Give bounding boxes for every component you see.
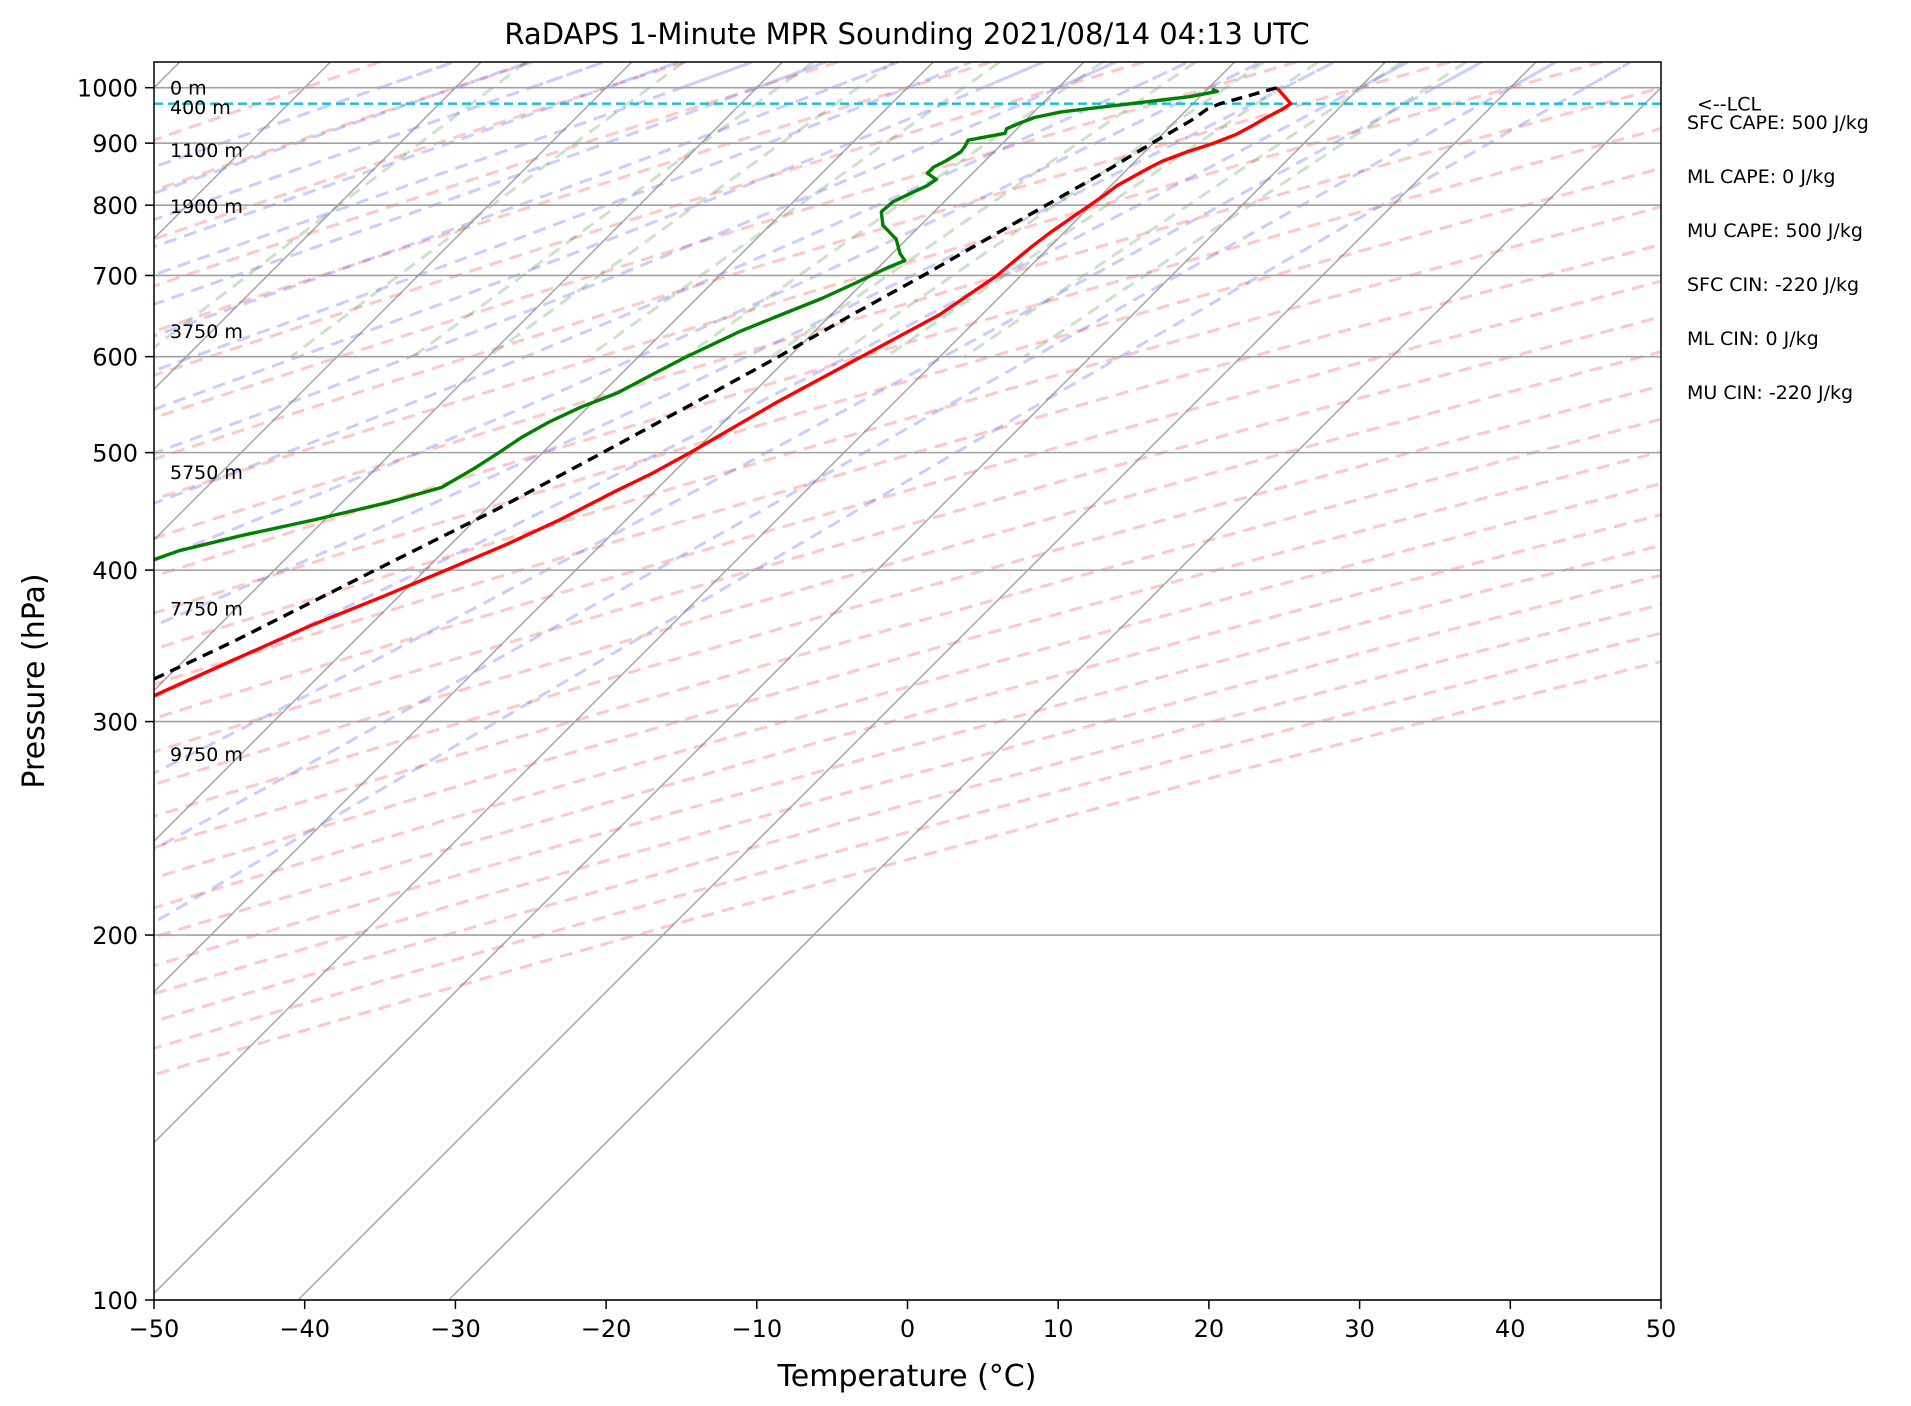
moist-adiabat-line [154, 62, 1632, 925]
stat-line: SFC CIN: -220 J/kg [1687, 274, 1859, 296]
dry-adiabat-line [154, 86, 1661, 540]
height-label: 1900 m [170, 196, 243, 218]
x-tick-label: 30 [1344, 1315, 1375, 1343]
temperature-line [154, 86, 1293, 698]
isotherm-line [154, 62, 784, 692]
stat-line: ML CIN: 0 J/kg [1687, 328, 1819, 350]
height-label: 9750 m [170, 744, 243, 766]
lcl-label: <--LCL [1697, 94, 1761, 116]
y-tick-label: 800 [92, 192, 138, 220]
dry-adiabat-line [154, 62, 533, 193]
mixing-ratio-line [587, 62, 1001, 358]
dry-adiabat-line [154, 62, 1145, 377]
x-tick-label: 0 [900, 1315, 915, 1343]
isotherm-line [154, 62, 482, 391]
dry-adiabat-line [154, 126, 1661, 578]
x-tick-label: 20 [1194, 1315, 1225, 1343]
moist-adiabat-line [154, 62, 1557, 851]
isotherm-line [154, 62, 1085, 993]
x-tick-label: −50 [129, 1315, 180, 1343]
height-label: 5750 m [170, 462, 243, 484]
dry-adiabat-line [154, 62, 1298, 420]
isotherm-line [154, 62, 1236, 1144]
y-tick-label: 700 [92, 262, 138, 290]
y-tick-label: 200 [92, 922, 138, 950]
moist-adiabat-line [154, 62, 753, 277]
y-tick-label: 500 [92, 440, 138, 468]
x-tick-label: 50 [1646, 1315, 1677, 1343]
dry-adiabat-line [154, 62, 1603, 501]
y-axis-ticks: 100 200 300 400 500 600 700 800 900 1000 [77, 75, 154, 1315]
height-label: 400 m [170, 97, 231, 119]
dewpoint-line [154, 87, 1219, 562]
dry-adiabat-line [154, 450, 1661, 880]
background-lines [154, 62, 1661, 1300]
x-axis-label: Temperature (°C) [777, 1359, 1037, 1394]
x-tick-label: 10 [1043, 1315, 1074, 1343]
series-group [154, 86, 1293, 698]
moist-adiabat-line [154, 62, 1189, 505]
isotherm-line [154, 62, 1386, 1295]
height-label: 7750 m [170, 598, 243, 620]
dry-adiabat-line [154, 62, 686, 241]
stat-line: MU CIN: -220 J/kg [1687, 382, 1853, 404]
moist-adiabat-line [154, 62, 1335, 628]
height-label: 0 m [170, 78, 207, 100]
moist-adiabat-line [154, 62, 1044, 411]
y-axis-label: Pressure (hPa) [17, 573, 52, 788]
stat-line: SFC CAPE: 500 J/kg [1687, 112, 1869, 134]
dry-adiabat-line [154, 62, 1450, 461]
moist-adiabat-line [154, 62, 530, 195]
y-tick-label: 400 [92, 557, 138, 585]
dry-adiabat-line [154, 543, 1661, 968]
x-tick-label: −10 [731, 1315, 782, 1343]
mixing-ratio-line [412, 62, 815, 358]
y-tick-label: 1000 [77, 75, 138, 103]
moist-adiabat-line [154, 62, 972, 373]
mixing-ratio-line [963, 62, 1403, 358]
isotherm-line [448, 86, 1661, 1300]
chart-title: RaDAPS 1-Minute MPR Sounding 2021/08/14 … [504, 17, 1309, 51]
parcel-line [154, 86, 1278, 681]
dry-adiabat-line [154, 315, 1661, 754]
stat-line: MU CAPE: 500 J/kg [1687, 220, 1863, 242]
x-tick-label: −40 [279, 1315, 330, 1343]
moist-adiabat-line [154, 62, 899, 338]
mixing-ratio-line [1023, 62, 1467, 358]
x-axis-ticks: −50 −40 −30 −20 −10 0 10 20 30 40 50 [129, 1300, 1677, 1343]
isotherm-line [297, 62, 1537, 1300]
mixing-ratio-line [290, 62, 685, 358]
dry-adiabat-line [154, 573, 1661, 996]
dry-adiabat-line [154, 481, 1661, 910]
y-tick-label: 600 [92, 344, 138, 372]
y-tick-label: 100 [92, 1287, 138, 1315]
mixing-ratio-line [834, 62, 1265, 358]
mixing-ratio-line [154, 62, 528, 350]
y-tick-label: 900 [92, 130, 138, 158]
y-tick-label: 300 [92, 709, 138, 737]
moist-adiabat-line [154, 62, 827, 306]
dry-adiabat-line [154, 350, 1661, 787]
dry-adiabat-line [154, 631, 1661, 1050]
moist-adiabat-line [154, 62, 605, 222]
dry-adiabat-line [154, 62, 839, 288]
stats-panel: SFC CAPE: 500 J/kg ML CAPE: 0 J/kg MU CAPE… [1687, 112, 1869, 404]
isotherm-line [154, 62, 633, 541]
lcl-marker: <--LCL [154, 94, 1761, 116]
stat-line: ML CAPE: 0 J/kg [1687, 166, 1835, 188]
moist-adiabat-line [154, 62, 1117, 455]
x-tick-label: −20 [581, 1315, 632, 1343]
isotherm-line [154, 62, 934, 843]
mixing-ratio-line [487, 62, 895, 358]
x-tick-label: 40 [1495, 1315, 1526, 1343]
x-tick-label: −30 [430, 1315, 481, 1343]
moist-adiabat-line [154, 62, 1409, 700]
mixing-ratio-line [885, 62, 1319, 358]
height-label: 3750 m [170, 321, 243, 343]
moist-adiabat-line [154, 62, 680, 249]
height-label: 1100 m [170, 140, 243, 162]
